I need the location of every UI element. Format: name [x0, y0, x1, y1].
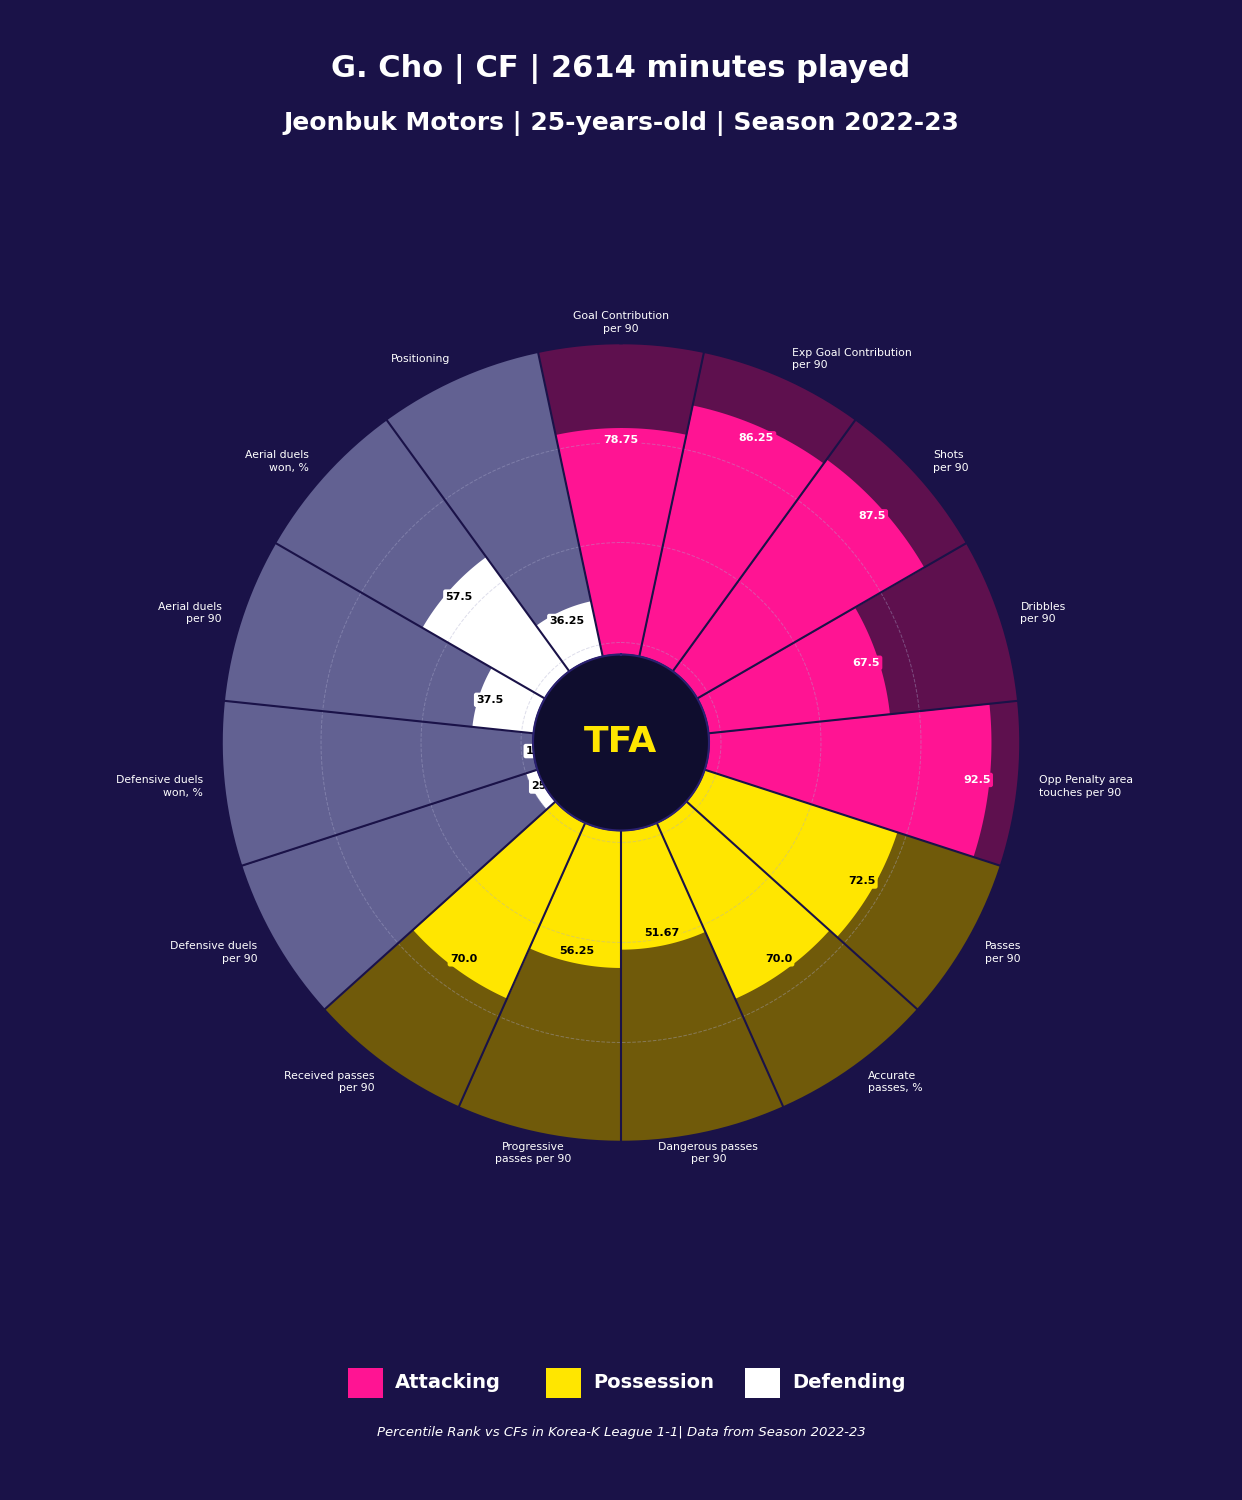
Text: 37.5: 37.5: [476, 694, 503, 705]
Text: Defending: Defending: [792, 1374, 905, 1392]
Text: Goal Contribution
per 90: Goal Contribution per 90: [573, 312, 669, 333]
Text: Jeonbuk Motors | 25-years-old | Season 2022-23: Jeonbuk Motors | 25-years-old | Season 2…: [283, 111, 959, 135]
Text: 87.5: 87.5: [858, 512, 886, 522]
Text: 70.0: 70.0: [765, 954, 792, 964]
Text: Positioning: Positioning: [391, 354, 450, 364]
Text: Defensive duels
won, %: Defensive duels won, %: [117, 776, 204, 798]
Text: Received passes
per 90: Received passes per 90: [283, 1071, 374, 1094]
Text: G. Cho | CF | 2614 minutes played: G. Cho | CF | 2614 minutes played: [332, 54, 910, 84]
Text: Defensive duels
per 90: Defensive duels per 90: [170, 942, 257, 963]
Text: 17.5: 17.5: [525, 746, 553, 756]
Text: Aerial duels
won, %: Aerial duels won, %: [245, 450, 309, 472]
Text: Accurate
passes, %: Accurate passes, %: [868, 1071, 923, 1094]
Text: Exp Goal Contribution
per 90: Exp Goal Contribution per 90: [792, 348, 912, 370]
Text: 36.25: 36.25: [549, 616, 585, 626]
Text: Possession: Possession: [594, 1374, 714, 1392]
Text: Opp Penalty area
touches per 90: Opp Penalty area touches per 90: [1038, 776, 1133, 798]
Text: 57.5: 57.5: [446, 591, 473, 602]
Text: 25.0: 25.0: [532, 782, 559, 792]
Polygon shape: [533, 654, 709, 831]
Text: Dribbles
per 90: Dribbles per 90: [1021, 602, 1066, 624]
Text: 78.75: 78.75: [604, 435, 638, 444]
Text: Shots
per 90: Shots per 90: [933, 450, 969, 472]
Text: TFA: TFA: [585, 726, 657, 759]
Text: 56.25: 56.25: [559, 946, 594, 956]
Text: 92.5: 92.5: [964, 776, 991, 784]
Text: 70.0: 70.0: [450, 954, 477, 964]
Text: 86.25: 86.25: [739, 433, 774, 444]
Text: Percentile Rank vs CFs in Korea-K League 1-1| Data from Season 2022-23: Percentile Rank vs CFs in Korea-K League…: [376, 1426, 866, 1438]
Text: 51.67: 51.67: [643, 928, 679, 938]
Text: 67.5: 67.5: [852, 658, 881, 668]
Text: Passes
per 90: Passes per 90: [985, 942, 1021, 963]
Text: Progressive
passes per 90: Progressive passes per 90: [496, 1142, 571, 1164]
Text: Attacking: Attacking: [395, 1374, 501, 1392]
Text: 72.5: 72.5: [848, 876, 876, 886]
Text: Aerial duels
per 90: Aerial duels per 90: [158, 602, 221, 624]
Text: Dangerous passes
per 90: Dangerous passes per 90: [658, 1142, 759, 1164]
